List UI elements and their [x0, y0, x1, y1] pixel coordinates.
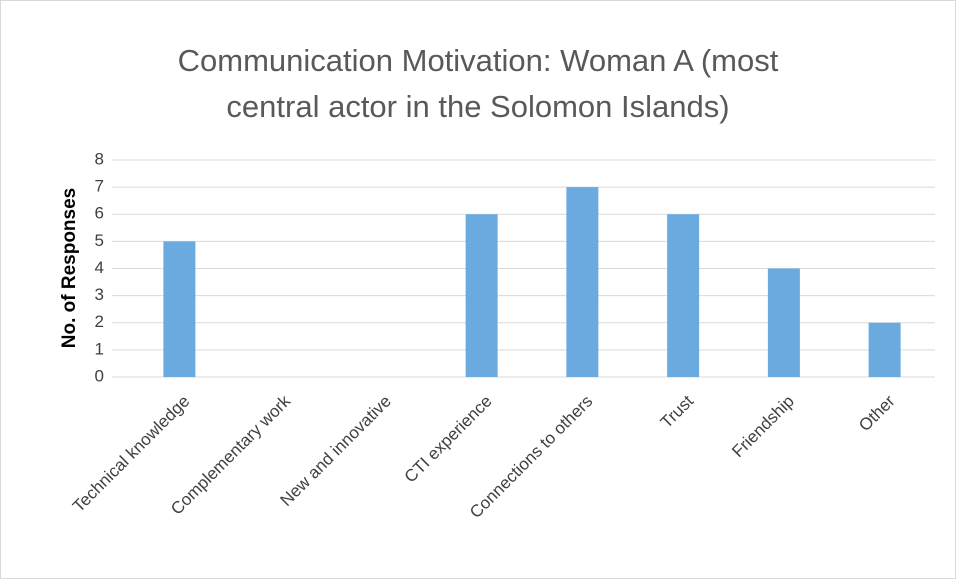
bar [667, 214, 700, 377]
bar [163, 241, 196, 377]
bar [566, 187, 599, 377]
y-tick-label: 4 [95, 258, 104, 277]
x-tick-label: Trust [657, 391, 698, 432]
y-tick-label: 3 [95, 285, 104, 304]
bar [465, 214, 498, 377]
y-tick-label: 2 [95, 312, 104, 331]
chart-title-box: Communication Motivation: Woman A (most … [0, 38, 956, 130]
chart-title: Communication Motivation: Woman A (most … [177, 43, 779, 124]
bar [767, 268, 800, 377]
y-tick-label: 6 [95, 204, 104, 223]
y-tick-label: 8 [95, 149, 104, 168]
y-tick-label: 0 [95, 366, 104, 385]
x-tick-label: New and innovative [277, 392, 395, 510]
y-tick-label: 5 [95, 231, 104, 250]
x-tick-label: CTI experience [401, 392, 496, 487]
y-tick-label: 1 [95, 339, 104, 358]
y-tick-label: 7 [95, 177, 104, 196]
x-tick-label: Friendship [728, 392, 798, 462]
x-tick-label: Other [855, 391, 899, 435]
bar [868, 322, 901, 377]
y-axis-label: No. of Responses [59, 188, 80, 348]
